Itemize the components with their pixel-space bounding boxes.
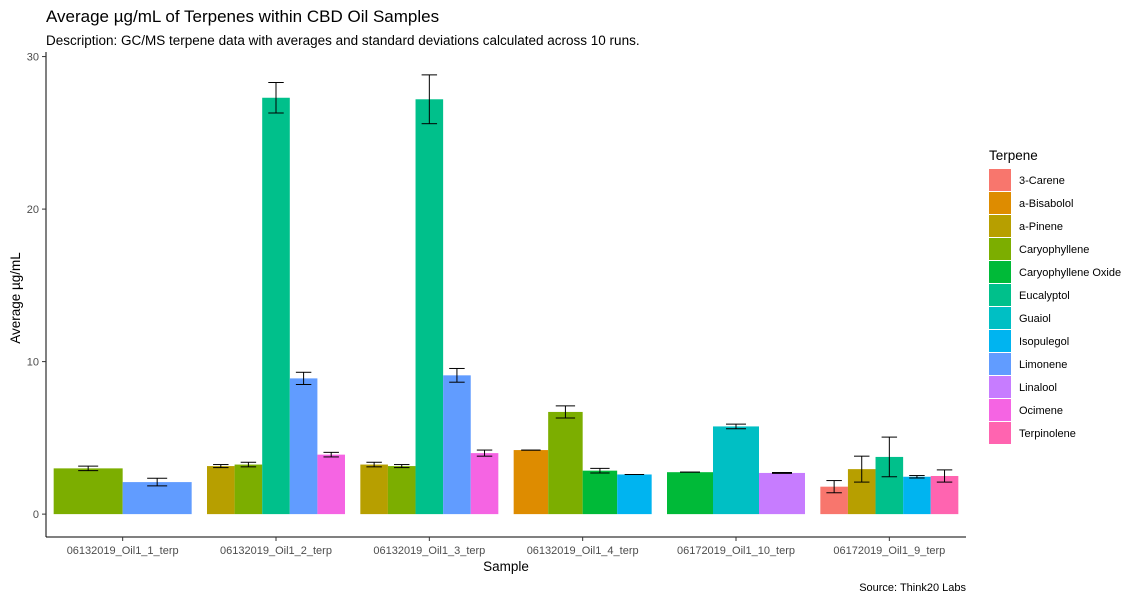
legend-item: Guaiol — [989, 307, 1051, 329]
chart-title: Average µg/mL of Terpenes within CBD Oil… — [46, 7, 439, 26]
x-tick-label: 06132019_Oil1_3_terp — [373, 545, 485, 557]
bar-ocimene — [317, 454, 345, 515]
bar-limonene — [443, 375, 471, 515]
bar-guaiol — [713, 426, 759, 515]
error-bar — [421, 74, 438, 125]
bar-limonene — [289, 378, 318, 515]
legend-item: Linalool — [989, 376, 1057, 398]
legend-item: Caryophyllene Oxide — [989, 261, 1121, 283]
legend-label: 3-Carene — [1019, 175, 1065, 187]
error-bar — [213, 464, 229, 469]
x-tick-label: 06132019_Oil1_1_terp — [67, 545, 179, 557]
legend-swatch — [989, 307, 1011, 329]
legend-label: Linalool — [1019, 382, 1057, 394]
error-bar — [555, 405, 576, 419]
legend-label: Terpinolene — [1019, 428, 1076, 440]
error-bar — [295, 371, 312, 385]
bar-ocimene — [470, 453, 499, 515]
bar-caryophyllene-oxide — [667, 472, 713, 515]
legend-swatch — [989, 215, 1011, 237]
x-axis-title: Sample — [483, 559, 529, 574]
legend-label: Ocimene — [1019, 405, 1063, 417]
legend-item: Terpinolene — [989, 422, 1076, 444]
legend-label: Isopulegol — [1019, 336, 1069, 348]
error-bar — [590, 467, 610, 474]
legend-swatch — [989, 192, 1011, 214]
bar-eucalyptol — [415, 99, 444, 515]
legend-item: a-Bisabolol — [989, 192, 1073, 214]
legend-title: Terpene — [989, 148, 1038, 163]
legend: Terpene 3-Carene a-Bisabolol a-Pinene Caryop… — [989, 148, 1121, 444]
legend-swatch — [989, 376, 1011, 398]
error-bar — [78, 465, 99, 472]
legend-label: Limonene — [1019, 359, 1067, 371]
legend-item: Eucalyptol — [989, 284, 1070, 306]
bar-caryophyllene — [387, 466, 416, 515]
legend-label: a-Bisabolol — [1019, 198, 1073, 210]
y-tick-label: 10 — [27, 357, 39, 369]
error-bar — [854, 455, 870, 483]
y-tick-label: 0 — [33, 509, 39, 521]
chart-caption: Source: Think20 Labs — [859, 582, 966, 594]
legend-swatch — [989, 353, 1011, 375]
error-bar — [449, 367, 465, 383]
legend-swatch — [989, 261, 1011, 283]
legend-label: Eucalyptol — [1019, 290, 1070, 302]
bar-linalool — [759, 472, 805, 515]
plot-area: 0 10 20 30 06132019_Oil1_1_terp 06132019_Oil1… — [27, 52, 966, 557]
legend-swatch — [989, 284, 1011, 306]
legend-label: Guaiol — [1019, 313, 1051, 325]
error-bar — [936, 469, 953, 483]
legend-swatch — [989, 238, 1011, 260]
error-bar — [323, 451, 339, 458]
bar-caryophyllene-oxide — [582, 470, 618, 515]
error-bar — [909, 475, 925, 479]
error-bar — [476, 449, 493, 457]
bar-a-bisabolol — [513, 450, 549, 515]
error-bar — [772, 471, 792, 474]
bar-a-pinene — [207, 466, 235, 515]
legend-label: a-Pinene — [1019, 221, 1063, 233]
legend-item: Ocimene — [989, 399, 1063, 421]
legend-item: Caryophyllene — [989, 238, 1089, 260]
error-bar — [147, 477, 168, 487]
error-bar — [881, 436, 898, 478]
legend-item: Isopulegol — [989, 330, 1069, 352]
bar-limonene — [122, 482, 192, 515]
x-tick-label: 06132019_Oil1_4_terp — [527, 545, 639, 557]
bar-caryophyllene — [548, 411, 583, 515]
error-bar — [826, 480, 842, 494]
error-bar — [268, 82, 284, 114]
legend-swatch — [989, 422, 1011, 444]
x-tick-label: 06172019_Oil1_10_terp — [677, 545, 795, 557]
legend-swatch — [989, 399, 1011, 421]
bar-a-pinene — [360, 464, 388, 515]
bar-isopulegol — [617, 474, 652, 515]
y-tick-label: 20 — [27, 204, 39, 216]
y-tick-label: 30 — [27, 52, 39, 64]
bar-caryophyllene — [234, 464, 263, 515]
y-axis-title: Average µg/mL — [8, 252, 23, 344]
x-tick-label: 06172019_Oil1_9_terp — [833, 545, 945, 557]
error-bar — [240, 461, 257, 468]
x-tick-label: 06132019_Oil1_2_terp — [220, 545, 332, 557]
legend-item: 3-Carene — [989, 169, 1065, 191]
bar-isopulegol — [903, 476, 931, 515]
bar-eucalyptol — [262, 97, 290, 515]
error-bar — [366, 461, 382, 468]
chart-subtitle: Description: GC/MS terpene data with ave… — [46, 33, 640, 48]
legend-swatch — [989, 169, 1011, 191]
legend-label: Caryophyllene Oxide — [1019, 267, 1121, 279]
legend-item: a-Pinene — [989, 215, 1063, 237]
bar-caryophyllene — [53, 468, 123, 515]
legend-label: Caryophyllene — [1019, 244, 1089, 256]
error-bar — [394, 464, 410, 469]
legend-swatch — [989, 330, 1011, 352]
legend-item: Limonene — [989, 353, 1067, 375]
error-bar — [726, 423, 746, 430]
